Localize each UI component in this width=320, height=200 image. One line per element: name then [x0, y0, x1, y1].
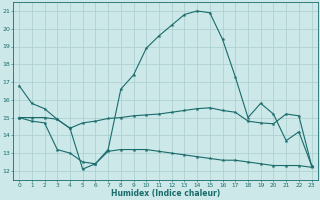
X-axis label: Humidex (Indice chaleur): Humidex (Indice chaleur): [111, 189, 220, 198]
